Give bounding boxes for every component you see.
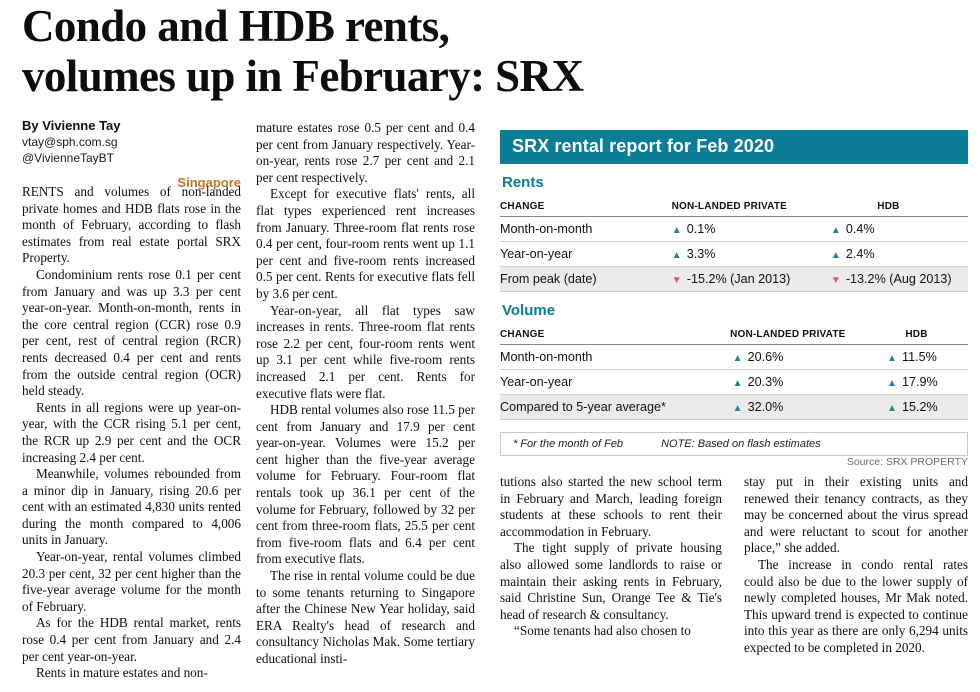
article-paragraph: Year-on-year, rental volumes climbed 20.… — [22, 549, 241, 614]
infographic-title: SRX rental report for Feb 2020 — [500, 130, 968, 164]
infographic-footnotes: * For the month of Feb NOTE: Based on fl… — [500, 432, 968, 456]
byline-email: vtay@sph.com.sg — [22, 134, 118, 149]
source-credit: Source: SRX PROPERTY — [846, 456, 968, 468]
value-text: 20.3% — [747, 375, 784, 389]
article-paragraph: Rents in all regions were up year-on-yea… — [22, 399, 241, 465]
column-header-change: CHANGE — [500, 329, 545, 340]
byline-author: By Vivienne Tay — [22, 118, 121, 133]
article-paragraph: Meanwhile, volumes rebounded from a mino… — [22, 466, 241, 548]
srx-rental-report-infographic: SRX rental report for Feb 2020 Rents CHA… — [500, 130, 968, 456]
article-paragraph: The increase in condo rental rates could… — [744, 556, 968, 655]
column-header-hdb: HDB — [905, 329, 928, 340]
table-row: Month-on-month 20.6% 11.5% — [500, 345, 968, 370]
value-text: 32.0% — [747, 400, 784, 414]
value-text: 17.9% — [902, 375, 938, 389]
value-text: 11.5% — [902, 350, 937, 364]
down-triangle-icon — [672, 275, 687, 286]
down-triangle-icon — [831, 275, 846, 286]
value-text: -15.2% (Jan 2013) — [686, 272, 791, 286]
hdb-value-cell: 2.4% — [809, 242, 968, 266]
volume-table: CHANGE NON-LANDED PRIVATE HDB Month-on-m… — [500, 323, 968, 420]
column-header-hdb: HDB — [877, 201, 900, 212]
row-label: Month-on-month — [500, 222, 593, 236]
headline: Condo and HDB rents, volumes up in Februa… — [22, 1, 782, 101]
up-triangle-icon — [733, 353, 748, 364]
row-label: Year-on-year — [500, 247, 573, 261]
value-text: 15.2% — [902, 400, 938, 414]
article-paragraph: tutions also started the new school term… — [500, 474, 722, 539]
row-label: Year-on-year — [500, 375, 573, 389]
text-column-3: tutions also started the new school term… — [500, 474, 722, 692]
row-label: Month-on-month — [500, 350, 593, 364]
rents-section: Rents CHANGE NON-LANDED PRIVATE HDB Mont… — [500, 174, 968, 292]
table-row: From peak (date) -15.2% (Jan 2013) -13.2… — [500, 267, 968, 292]
hdb-value-cell: 11.5% — [865, 345, 968, 369]
column-header-private: NON-LANDED PRIVATE — [730, 329, 846, 340]
volume-heading: Volume — [502, 302, 556, 319]
up-triangle-icon — [831, 250, 846, 261]
value-text: -13.2% (Aug 2013) — [845, 272, 952, 286]
text-column-1: RENTS and volumes of non-landed private … — [22, 184, 241, 692]
table-header-row: CHANGE NON-LANDED PRIVATE HDB — [500, 195, 968, 217]
private-value-cell: 0.1% — [650, 217, 809, 241]
rents-table: CHANGE NON-LANDED PRIVATE HDB Month-on-m… — [500, 195, 968, 292]
article-paragraph: “Some tenants had also chosen to — [514, 623, 691, 639]
up-triangle-icon — [887, 353, 902, 364]
value-text: 20.6% — [747, 350, 784, 364]
footnote-note: NOTE: Based on flash estimates — [661, 438, 821, 450]
text-column-2: mature estates rose 0.5 per cent and 0.4… — [256, 120, 475, 692]
hdb-value-cell: 15.2% — [865, 395, 968, 419]
column-header-private: NON-LANDED PRIVATE — [671, 201, 788, 212]
volume-section: Volume CHANGE NON-LANDED PRIVATE HDB Mon… — [500, 302, 968, 420]
article-paragraph: As for the HDB rental market, rents rose… — [22, 615, 241, 664]
article-paragraph: The tight supply of private housing also… — [500, 540, 722, 622]
article-paragraph: Year-on-year, all flat types saw increas… — [256, 302, 475, 401]
byline: By Vivienne Tay vtay@sph.com.sg @Vivienn… — [22, 118, 241, 190]
text-column-4: stay put in their existing units and ren… — [744, 474, 968, 692]
footnote-month: * For the month of Feb — [513, 438, 624, 450]
article-paragraph: HDB rental volumes also rose 11.5 per ce… — [256, 402, 475, 567]
article-paragraph: Condominium rents rose 0.1 per cent from… — [22, 266, 241, 399]
table-row: Month-on-month 0.1% 0.4% — [500, 217, 968, 242]
hdb-value-cell: 0.4% — [809, 217, 968, 241]
dateline: Singapore — [177, 174, 241, 190]
up-triangle-icon — [672, 225, 687, 236]
value-text: 2.4% — [845, 247, 875, 261]
value-text: 3.3% — [686, 247, 716, 261]
hdb-value-cell: 17.9% — [865, 370, 968, 394]
up-triangle-icon — [672, 250, 687, 261]
up-triangle-icon — [887, 378, 902, 389]
headline-line-1: Condo and HDB rents, — [22, 1, 450, 51]
article-paragraph: RENTS and volumes of non-landed private … — [22, 184, 241, 266]
up-triangle-icon — [733, 378, 748, 389]
column-header-change: CHANGE — [500, 201, 545, 212]
hdb-value-cell: -13.2% (Aug 2013) — [809, 267, 968, 291]
table-row: Year-on-year 20.3% 17.9% — [500, 370, 968, 395]
article-paragraph: The rise in rental volume could be due t… — [256, 568, 475, 666]
byline-twitter: @VivienneTayBT — [22, 150, 115, 165]
article-paragraph: stay put in their existing units and ren… — [744, 474, 968, 556]
article-paragraph: mature estates rose 0.5 per cent and 0.4… — [256, 120, 475, 185]
value-text: 0.4% — [845, 222, 875, 236]
article-paragraph: Except for executive flats' rents, all f… — [256, 186, 475, 301]
value-text: 0.1% — [686, 222, 716, 236]
private-value-cell: 20.3% — [711, 370, 865, 394]
table-row: Year-on-year 3.3% 2.4% — [500, 242, 968, 267]
private-value-cell: 20.6% — [711, 345, 865, 369]
row-label: Compared to 5-year average* — [500, 400, 666, 414]
up-triangle-icon — [831, 225, 846, 236]
table-header-row: CHANGE NON-LANDED PRIVATE HDB — [500, 323, 968, 345]
table-row: Compared to 5-year average* 32.0% 15.2% — [500, 395, 968, 420]
private-value-cell: -15.2% (Jan 2013) — [650, 267, 809, 291]
headline-line-2: volumes up in February: SRX — [22, 50, 584, 101]
up-triangle-icon — [733, 403, 748, 414]
private-value-cell: 3.3% — [650, 242, 809, 266]
row-label: From peak (date) — [500, 272, 597, 286]
rents-heading: Rents — [502, 174, 544, 191]
up-triangle-icon — [887, 403, 902, 414]
private-value-cell: 32.0% — [711, 395, 865, 419]
article-paragraph: Rents in mature estates and non- — [36, 665, 208, 681]
